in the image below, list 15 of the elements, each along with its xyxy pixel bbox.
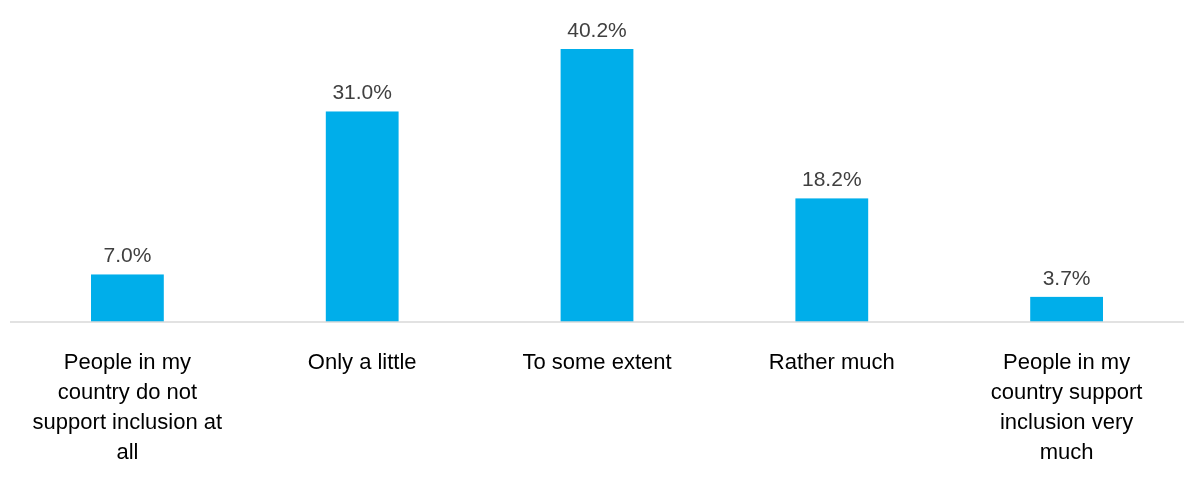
x-tick-label: People in my country do not support inclusion at all — [32, 349, 223, 464]
bar — [795, 198, 869, 322]
x-tick-label: Rather much — [768, 349, 895, 374]
bar — [325, 111, 399, 322]
x-tick-label: To some extent — [522, 349, 672, 374]
bar — [91, 274, 164, 322]
bar — [560, 49, 634, 322]
x-tick-label: People in my country support inclusion very much — [990, 349, 1143, 464]
data-label: 40.2% — [567, 18, 627, 41]
data-label: 31.0% — [332, 80, 392, 104]
bar — [1030, 296, 1103, 322]
x-tick-label: Only a little — [307, 349, 417, 374]
data-label: 7.0% — [103, 243, 152, 267]
data-label: 18.2% — [802, 167, 862, 191]
data-label: 3.7% — [1042, 265, 1091, 289]
